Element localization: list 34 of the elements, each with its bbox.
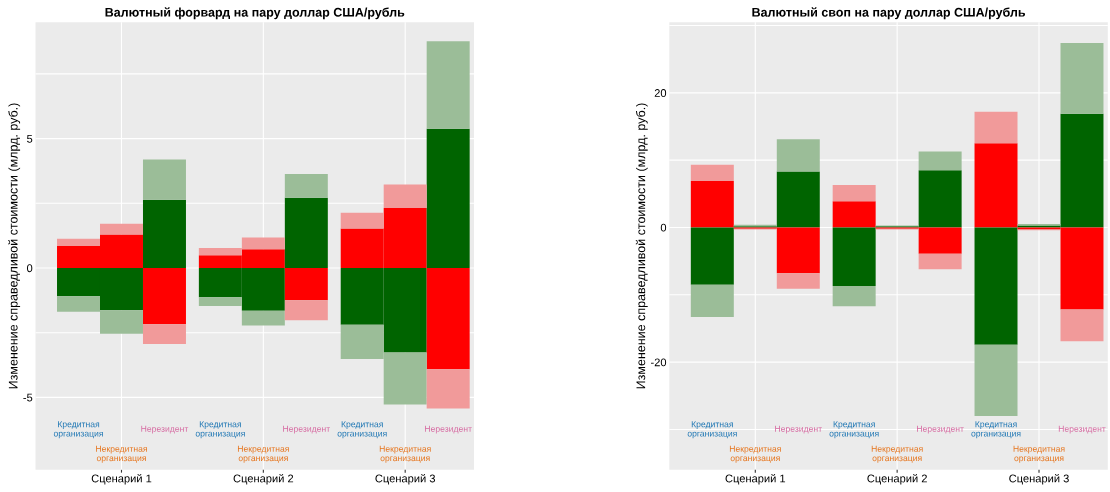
x-tick-label: Кредитная организация	[337, 421, 387, 439]
text: Сценарий 2	[867, 474, 927, 485]
text: Сценарий 2	[233, 474, 294, 485]
x-tick-label: Нерезидент	[775, 425, 822, 434]
y-tick-label: -20	[650, 358, 667, 367]
chart-title: Валютный форвард на пару доллар США/рубль	[105, 7, 405, 20]
x-tick-label: Нерезидент	[917, 425, 964, 434]
x-tick-label: Кредитная организация	[687, 421, 737, 439]
text: Сценарий 1	[725, 474, 786, 485]
text: Сценарий 3	[375, 474, 436, 485]
y-tick-label: 0	[27, 264, 33, 273]
text: Сценарий 3	[1009, 474, 1069, 485]
x-tick-label: Некредитная организация	[1013, 445, 1065, 463]
x-tick-label: Нерезидент	[425, 425, 472, 434]
x-tick-label: Кредитная организация	[53, 421, 103, 439]
y-axis-title: Изменение справедливой стоимости (млрд. руб.)	[635, 103, 648, 389]
y-tick-label: -5	[23, 393, 33, 402]
x-tick-label: Некредитная организация	[729, 445, 781, 463]
x-tick-label: Нерезидент	[283, 425, 331, 434]
x-tick-label: Нерезидент	[1058, 425, 1106, 434]
x-tick-label: Кредитная организация	[829, 421, 879, 439]
y-tick-label: 20	[654, 89, 667, 97]
y-axis-title: Изменение справедливой стоимости (млрд. руб.)	[8, 103, 21, 389]
y-tick-label: 5	[27, 134, 33, 143]
x-tick-label: Кредитная организация	[971, 421, 1021, 439]
y-tick-label: 0	[660, 223, 667, 232]
chart-title: Валютный своп на пару доллар США/рубль	[752, 7, 1026, 20]
x-tick-label: Кредитная организация	[195, 421, 245, 439]
x-tick-label: Некредитная организация	[96, 445, 147, 463]
x-tick-label: Некредитная организация	[871, 445, 923, 463]
x-tick-label: Некредитная организация	[237, 445, 289, 463]
text: Сценарий 1	[91, 474, 152, 485]
x-tick-label: Некредитная организация	[379, 445, 431, 463]
x-tick-label: Нерезидент	[141, 425, 189, 434]
